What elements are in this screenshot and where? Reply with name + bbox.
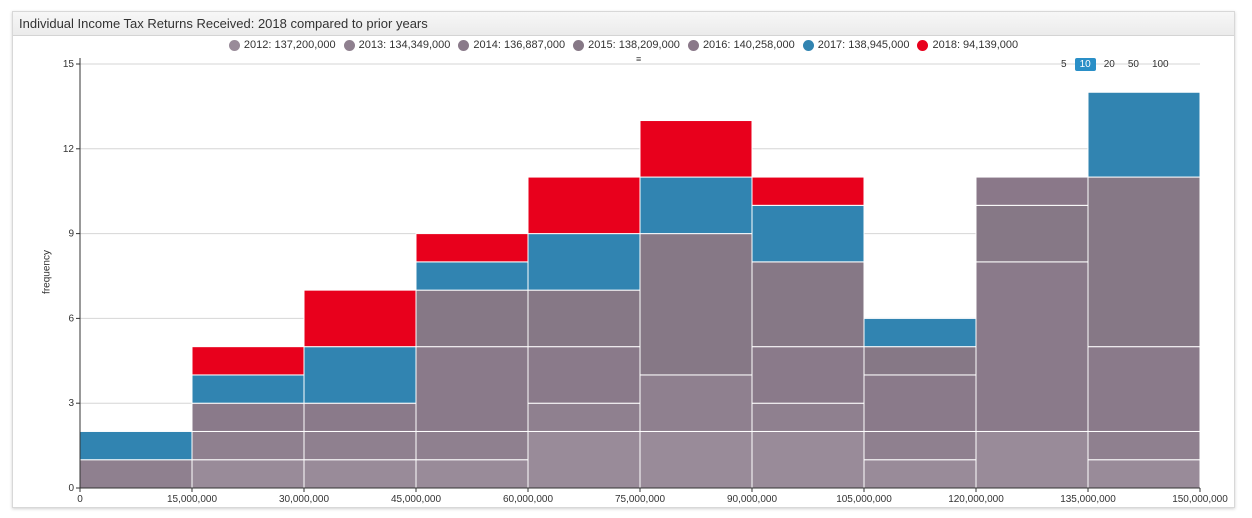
histogram-bar bbox=[303, 402, 417, 432]
histogram-bar bbox=[79, 430, 193, 461]
histogram-bar bbox=[303, 459, 417, 489]
bin-count-button[interactable]: 100 bbox=[1151, 59, 1169, 70]
legend-marker-icon bbox=[802, 39, 814, 51]
histogram-bar bbox=[303, 346, 417, 404]
legend-marker-icon bbox=[573, 39, 585, 51]
x-tick-label: 75,000,000 bbox=[615, 494, 665, 505]
legend-item[interactable]: 2018: 94,139,000 bbox=[917, 39, 1018, 51]
x-tick-label: 60,000,000 bbox=[503, 494, 553, 505]
histogram-bar bbox=[527, 233, 641, 291]
histogram-bar bbox=[863, 317, 977, 348]
legend-item[interactable]: 2013: 134,349,000 bbox=[343, 39, 451, 51]
x-tick-label: 15,000,000 bbox=[167, 494, 217, 505]
histogram-bar bbox=[191, 402, 305, 432]
y-tick-label: 0 bbox=[68, 483, 74, 494]
y-axis-label: frequency bbox=[41, 250, 53, 294]
widget-header: Individual Income Tax Returns Received: … bbox=[13, 12, 1234, 36]
legend-marker-icon bbox=[458, 39, 470, 51]
histogram-bar bbox=[863, 374, 977, 432]
histogram-bar bbox=[639, 233, 753, 376]
histogram-bar bbox=[751, 204, 865, 263]
histogram-bar bbox=[1087, 176, 1201, 348]
bin-count-button[interactable]: 5 bbox=[1061, 59, 1067, 70]
histogram-bar bbox=[1087, 459, 1201, 489]
y-tick-label: 15 bbox=[63, 59, 75, 70]
menu-icon[interactable]: ≡ bbox=[636, 54, 642, 64]
x-tick-label: 0 bbox=[77, 494, 83, 505]
histogram-bar bbox=[415, 261, 529, 291]
histogram-bar bbox=[751, 176, 865, 206]
legend-marker-icon bbox=[687, 39, 699, 51]
legend-label: 2015: 138,209,000 bbox=[588, 39, 680, 51]
histogram-bar bbox=[975, 176, 1089, 206]
histogram-bar bbox=[975, 204, 1089, 263]
histogram-bar bbox=[863, 346, 977, 376]
y-tick-label: 3 bbox=[68, 398, 74, 409]
histogram-bar bbox=[191, 374, 305, 404]
x-tick-label: 90,000,000 bbox=[727, 494, 777, 505]
x-tick-label: 135,000,000 bbox=[1060, 494, 1116, 505]
histogram-bar bbox=[639, 120, 753, 178]
legend-marker-icon bbox=[228, 39, 240, 51]
bin-count-selector: 5 10 20 50 100 bbox=[1056, 58, 1174, 71]
y-tick-label: 12 bbox=[63, 144, 75, 155]
legend-marker-icon bbox=[343, 39, 355, 51]
histogram-bar bbox=[527, 176, 641, 235]
histogram-bar bbox=[415, 233, 529, 263]
histogram-bar bbox=[863, 430, 977, 461]
histogram-bar bbox=[1087, 91, 1201, 178]
x-tick-label: 45,000,000 bbox=[391, 494, 441, 505]
histogram-bar bbox=[975, 261, 1089, 432]
histogram-bar bbox=[751, 261, 865, 348]
legend: 2012: 137,200,000 2013: 134,349,000 2014: … bbox=[13, 36, 1234, 54]
legend-item[interactable]: 2014: 136,887,000 bbox=[458, 39, 565, 51]
legend-item[interactable]: 2017: 138,945,000 bbox=[802, 39, 910, 51]
histogram-bar bbox=[751, 346, 865, 404]
histogram-bar bbox=[527, 289, 641, 348]
legend-label: 2018: 94,139,000 bbox=[932, 39, 1019, 51]
legend-label: 2014: 136,887,000 bbox=[473, 39, 566, 51]
legend-item[interactable]: 2015: 138,209,000 bbox=[573, 39, 680, 51]
legend-label: 2016: 140,258,000 bbox=[702, 39, 795, 51]
histogram-bar bbox=[1087, 430, 1201, 461]
histogram-bar bbox=[863, 459, 977, 489]
y-tick-label: 9 bbox=[68, 229, 74, 240]
legend-label: 2017: 138,945,000 bbox=[817, 39, 910, 51]
legend-marker-icon bbox=[917, 39, 929, 51]
histogram-bar bbox=[639, 430, 753, 489]
histogram-bar bbox=[527, 430, 641, 489]
histogram-bar bbox=[975, 430, 1089, 489]
histogram-bar bbox=[79, 459, 193, 489]
histogram-bar bbox=[415, 289, 529, 348]
histogram-bar bbox=[415, 346, 529, 432]
y-tick-label: 6 bbox=[68, 313, 74, 324]
chart-title: Individual Income Tax Returns Received: … bbox=[19, 16, 428, 31]
legend-label: 2012: 137,200,000 bbox=[243, 39, 336, 51]
histogram-bar bbox=[639, 176, 753, 235]
histogram-bar bbox=[639, 374, 753, 432]
x-tick-label: 150,000,000 bbox=[1172, 494, 1228, 505]
histogram-bar bbox=[303, 289, 417, 348]
x-tick-label: 105,000,000 bbox=[836, 494, 892, 505]
histogram-bar bbox=[527, 402, 641, 432]
histogram-bar bbox=[191, 459, 305, 489]
histogram-bar bbox=[415, 459, 529, 489]
x-tick-label: 30,000,000 bbox=[279, 494, 329, 505]
histogram-bar bbox=[415, 430, 529, 461]
legend-item[interactable]: 2012: 137,200,000 bbox=[228, 39, 336, 51]
histogram-bar bbox=[1087, 346, 1201, 432]
histogram-bar bbox=[751, 430, 865, 489]
histogram-bar bbox=[191, 346, 305, 376]
histogram-bar bbox=[303, 430, 417, 461]
bin-count-button[interactable]: 10 bbox=[1074, 58, 1096, 71]
histogram-bar bbox=[527, 346, 641, 404]
legend-item[interactable]: 2016: 140,258,000 bbox=[687, 39, 795, 51]
bin-count-button[interactable]: 20 bbox=[1103, 59, 1115, 70]
histogram-bar bbox=[751, 402, 865, 432]
legend-label: 2013: 134,349,000 bbox=[358, 39, 451, 51]
histogram-bar bbox=[191, 430, 305, 461]
bin-count-button[interactable]: 50 bbox=[1127, 59, 1139, 70]
x-tick-label: 120,000,000 bbox=[948, 494, 1004, 505]
